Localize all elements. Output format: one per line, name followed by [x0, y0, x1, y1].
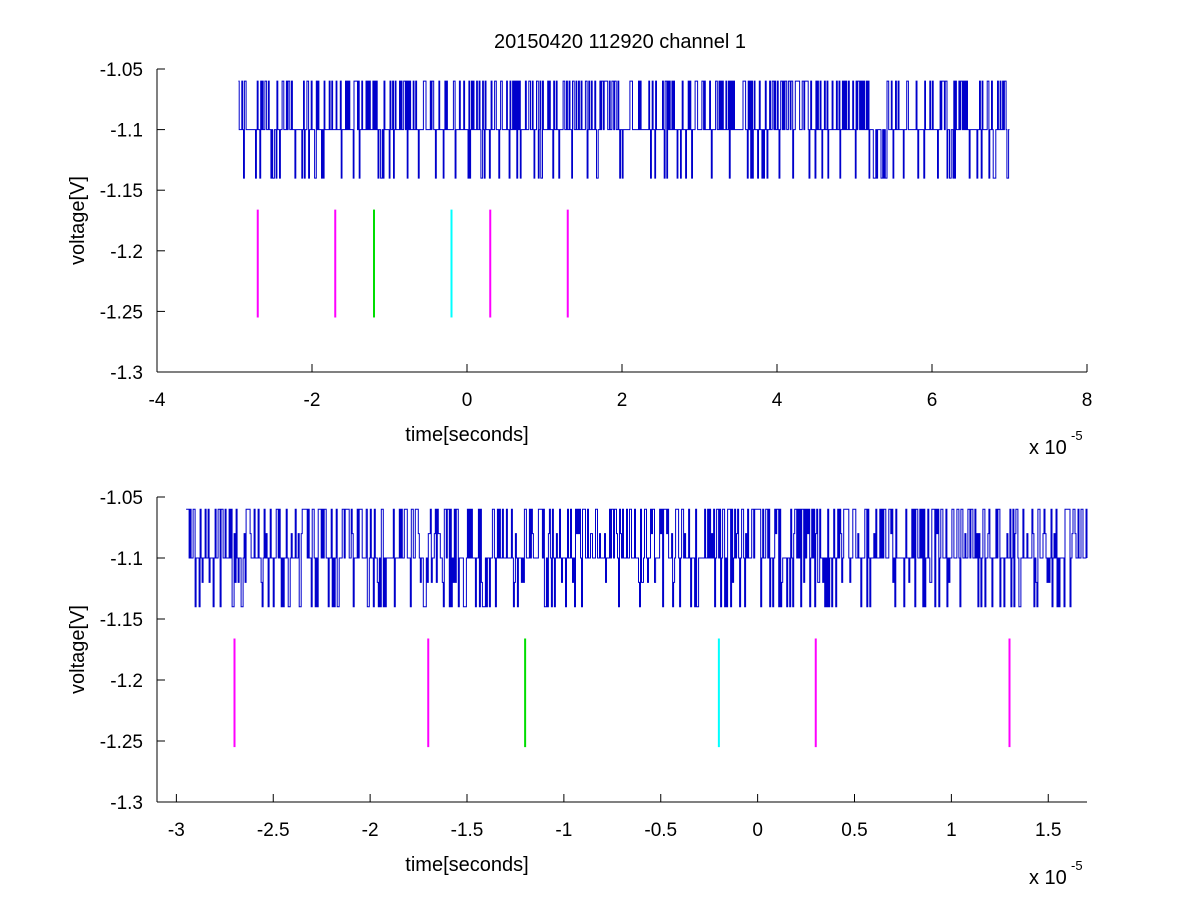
signal-trace — [186, 508, 1088, 608]
x-scale-exponent: -5 — [1071, 858, 1083, 873]
y-tick-label: -1.2 — [110, 671, 143, 692]
zoom-plot: -1.05 -1.1 -1.15 -1.2 -1.25 -1.3 -3 -2.5 -2 -1.5 -… — [67, 488, 1088, 889]
overview-plot: -1.05 -1.1 -1.15 -1.2 -1.25 -1.3 -4 -2 0 2 4 6 8 time… — [67, 60, 1092, 459]
x-tick-label: 6 — [927, 390, 938, 411]
x-tick-label: 0.5 — [841, 820, 867, 841]
y-tick-label: -1.05 — [100, 60, 143, 81]
x-axis-label: time[seconds] — [405, 854, 528, 876]
x-tick-label: -0.5 — [644, 820, 677, 841]
y-tick-label: -1.1 — [110, 121, 143, 142]
x-tick-label: -1 — [555, 820, 572, 841]
y-tick-label: -1.2 — [110, 242, 143, 263]
x-tick-label: 4 — [772, 390, 783, 411]
y-tick-label: -1.1 — [110, 549, 143, 570]
y-tick-label: -1.15 — [100, 181, 143, 202]
y-tick-label: -1.05 — [100, 488, 143, 509]
y-tick-label: -1.25 — [100, 302, 143, 323]
x-tick-label: -2.5 — [257, 820, 290, 841]
x-tick-label: 0 — [462, 390, 473, 411]
x-tick-label: -4 — [149, 390, 166, 411]
x-tick-label: 2 — [617, 390, 628, 411]
chart-title: 20150420 112920 channel 1 — [494, 31, 746, 53]
x-scale-multiplier: x 10 — [1029, 437, 1067, 459]
x-scale-multiplier: x 10 — [1029, 867, 1067, 889]
x-tick-label: -1.5 — [451, 820, 484, 841]
x-scale-exponent: -5 — [1071, 428, 1083, 443]
x-tick-label: -3 — [168, 820, 185, 841]
y-axis-label: voltage[V] — [67, 605, 89, 694]
x-tick-label: 1.5 — [1035, 820, 1061, 841]
x-tick-label: 8 — [1082, 390, 1093, 411]
y-tick-label: -1.3 — [110, 363, 143, 384]
y-tick-label: -1.3 — [110, 793, 143, 814]
x-axis-label: time[seconds] — [405, 424, 528, 446]
x-tick-label: 0 — [752, 820, 763, 841]
y-tick-label: -1.15 — [100, 610, 143, 631]
x-tick-label: -2 — [362, 820, 379, 841]
signal-trace — [238, 80, 1010, 179]
x-tick-label: -2 — [304, 390, 321, 411]
x-tick-label: 1 — [946, 820, 957, 841]
y-axis-label: voltage[V] — [67, 176, 89, 265]
y-tick-label: -1.25 — [100, 732, 143, 753]
